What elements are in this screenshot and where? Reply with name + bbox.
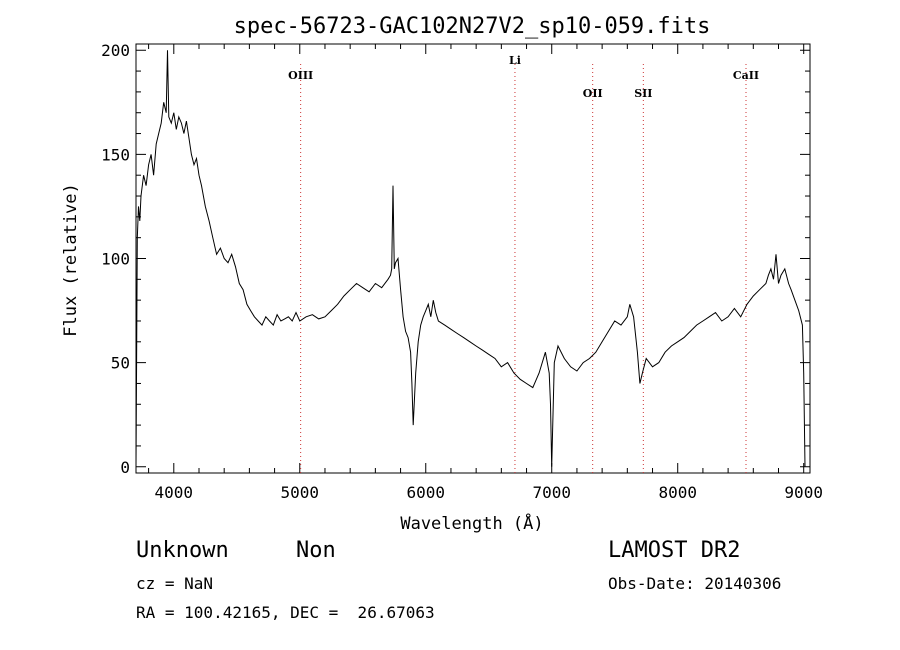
y-tick-label: 200 <box>101 41 130 60</box>
x-tick-label: 8000 <box>658 483 697 502</box>
x-tick-label: 5000 <box>281 483 320 502</box>
line-label-caii: CaII <box>733 69 759 82</box>
line-label-oii: OII <box>583 87 603 100</box>
line-label-oiii: OIII <box>288 69 313 82</box>
x-tick-label: 7000 <box>532 483 571 502</box>
y-tick-label: 0 <box>120 458 130 477</box>
y-axis-label: Flux (relative) <box>61 183 81 337</box>
spectral-subclass: Non <box>296 538 336 563</box>
x-axis-label: Wavelength (Å) <box>400 512 543 534</box>
survey-name: LAMOST DR2 <box>608 538 741 563</box>
observation-date: Obs-Date: 20140306 <box>608 574 782 593</box>
chart-title: spec-56723-GAC102N27V2_sp10-059.fits <box>234 14 711 39</box>
coordinates: RA = 100.42165, DEC = 26.67063 <box>136 603 435 622</box>
spectrum-chart: spec-56723-GAC102N27V2_sp10-059.fits 400… <box>61 14 823 534</box>
y-tick-label: 150 <box>101 145 130 164</box>
plot-area: 4000 5000 6000 7000 8000 9000 0 50 100 150 200 OIII… <box>101 41 823 502</box>
spectrum-series-line <box>135 50 806 467</box>
x-tick-label: 4000 <box>155 483 194 502</box>
spectral-class: Unknown <box>136 538 229 563</box>
line-label-sii: SII <box>634 87 652 100</box>
x-tick-label: 9000 <box>784 483 823 502</box>
y-tick-label: 100 <box>101 250 130 269</box>
plot-frame <box>135 43 811 474</box>
x-tick-label: 6000 <box>406 483 445 502</box>
y-tick-label: 50 <box>111 354 130 373</box>
line-label-li: Li <box>509 54 521 67</box>
redshift: cz = NaN <box>136 574 214 593</box>
